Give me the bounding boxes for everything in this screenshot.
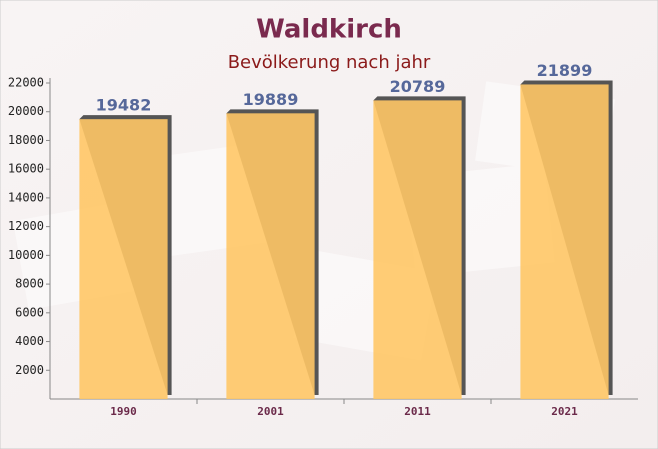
y-tick-label: 2000 — [15, 363, 44, 377]
chart-subtitle: Bevölkerung nach jahr — [228, 52, 431, 73]
x-tick-label: 2001 — [257, 405, 284, 418]
y-tick-label: 10000 — [8, 248, 44, 262]
y-tick-label: 4000 — [15, 334, 44, 348]
chart-title: Waldkirch — [256, 15, 402, 45]
y-tick-label: 8000 — [15, 277, 44, 291]
y-tick-label: 16000 — [8, 162, 44, 176]
value-label: 20789 — [390, 77, 446, 96]
x-tick-label: 2021 — [551, 405, 578, 418]
value-label: 19889 — [243, 90, 299, 109]
bar — [79, 119, 168, 399]
bar — [520, 84, 609, 399]
y-tick-label: 12000 — [8, 219, 44, 233]
x-tick-label: 2011 — [404, 405, 431, 418]
bar — [373, 100, 462, 400]
y-tick-label: 6000 — [15, 305, 44, 319]
y-tick-label: 14000 — [8, 190, 44, 204]
y-tick-label: 20000 — [8, 104, 44, 118]
bar — [226, 113, 315, 399]
value-label: 21899 — [537, 61, 593, 80]
value-label: 19482 — [96, 96, 152, 115]
y-tick-label: 18000 — [8, 133, 44, 147]
x-tick-label: 1990 — [110, 405, 137, 418]
y-tick-label: 22000 — [8, 76, 44, 90]
